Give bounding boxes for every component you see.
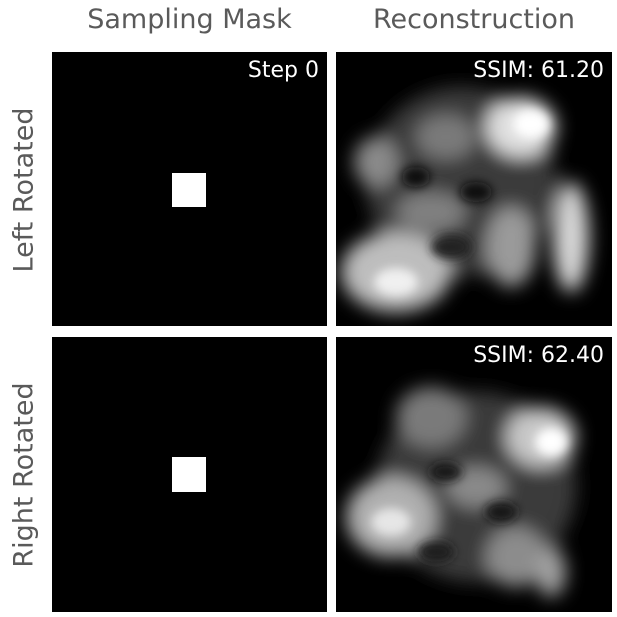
- reconstruction-panel-right-rotated: SSIM: 62.40: [336, 337, 612, 612]
- reconstruction-panel-left-rotated: SSIM: 61.20: [336, 52, 612, 326]
- reconstruction-image-right-rotated: [346, 387, 576, 597]
- column-header-reconstruction: Reconstruction: [372, 4, 576, 35]
- sampling-mask-square: [172, 457, 206, 492]
- row-label-right-rotated: Right Rotated: [8, 382, 40, 568]
- ssim-label-left-rotated: SSIM: 61.20: [473, 58, 604, 83]
- reconstruction-image-left-rotated: [341, 87, 589, 312]
- sampling-mask-panel-right-rotated: [52, 337, 327, 612]
- row-label-left-rotated: Left Rotated: [8, 107, 40, 273]
- step-label: Step 0: [247, 58, 319, 83]
- column-header-sampling-mask: Sampling Mask: [87, 4, 292, 35]
- ssim-label-right-rotated: SSIM: 62.40: [473, 343, 604, 368]
- sampling-mask-panel-left-rotated: Step 0: [52, 52, 327, 326]
- sampling-mask-square: [172, 173, 206, 207]
